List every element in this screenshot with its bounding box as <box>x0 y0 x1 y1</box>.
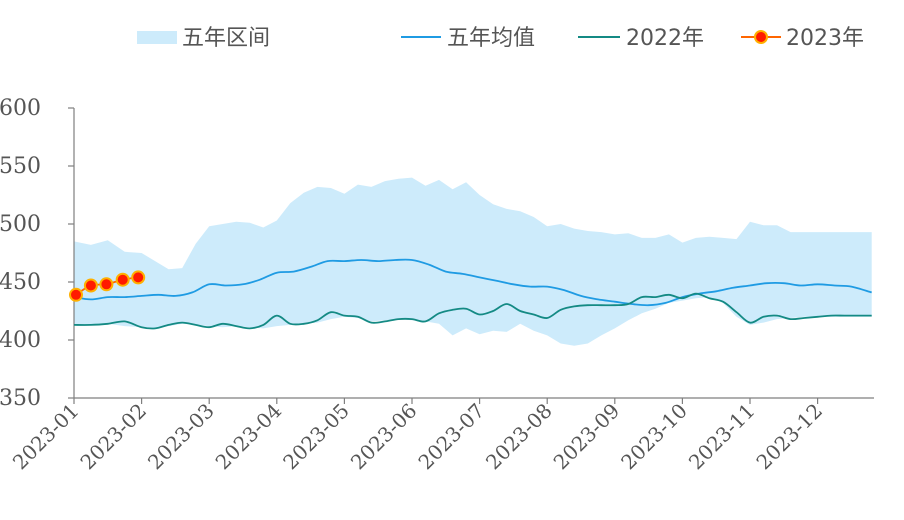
x-tick-label: 2023-12 <box>751 399 827 475</box>
series-2023-point <box>115 272 130 287</box>
y-tick-label: 500 <box>0 212 41 237</box>
band-area <box>74 177 872 346</box>
x-tick-label: 2023-04 <box>211 399 287 475</box>
y-tick-label: 450 <box>0 270 41 295</box>
x-tick-label: 2023-11 <box>684 399 760 475</box>
x-tick-label: 2023-09 <box>549 399 625 475</box>
series-2023-point <box>99 277 114 292</box>
legend-label-2023: 2023年 <box>786 26 864 51</box>
x-tick-label: 2023-06 <box>346 399 422 475</box>
x-tick-label: 2023-03 <box>143 399 219 475</box>
y-tick-label: 350 <box>0 386 41 411</box>
five-year-mean-line <box>73 258 872 307</box>
legend-label-mean: 五年均值 <box>447 26 535 51</box>
x-tick-label: 2023-10 <box>616 399 692 475</box>
y-tick-label: 600 <box>0 96 41 121</box>
x-tick-label: 2023-05 <box>278 399 354 475</box>
legend-swatch-band <box>137 31 177 44</box>
x-tick-label: 2023-07 <box>413 399 489 475</box>
series-2023-point <box>69 287 83 302</box>
x-tick-label: 2023-08 <box>481 399 557 475</box>
legend-label-2022: 2022年 <box>626 26 704 51</box>
series-2023-point <box>83 278 98 293</box>
y-tick-label: 400 <box>0 328 41 353</box>
series-2023-point <box>131 270 146 285</box>
series-2022-line <box>73 292 872 330</box>
legend-label-band: 五年区间 <box>182 26 270 51</box>
x-tick-label: 2023-02 <box>75 399 151 475</box>
legend-swatch-2023-marker <box>754 30 768 44</box>
y-tick-label: 550 <box>0 154 41 179</box>
series-2023-points <box>69 270 146 302</box>
five-year-range-band <box>74 177 872 346</box>
legend: 五年区间 五年均值 2022年 2023年 <box>137 26 864 51</box>
